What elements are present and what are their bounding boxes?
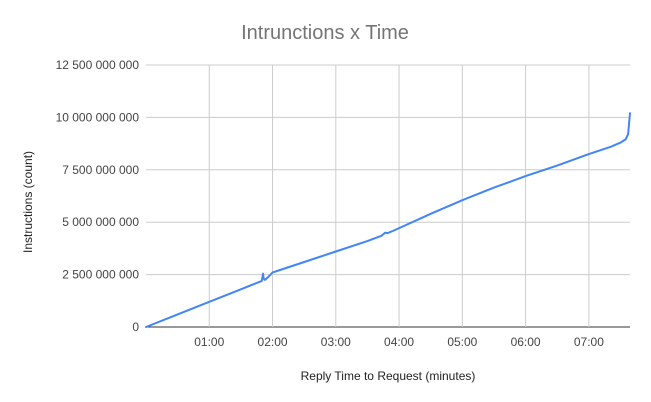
y-axis-label: Instructions (count) bbox=[21, 151, 35, 253]
series-layer bbox=[145, 112, 631, 328]
series-line bbox=[145, 112, 631, 328]
y-tick-label: 10 000 000 000 bbox=[56, 110, 140, 124]
chart-title: Intrunctions x Time bbox=[241, 22, 409, 44]
y-tick-label: 7 500 000 000 bbox=[62, 163, 139, 177]
y-tick-label: 0 bbox=[132, 320, 139, 334]
y-tick-label: 12 500 000 000 bbox=[56, 58, 140, 72]
x-tick-label: 04:00 bbox=[384, 335, 414, 349]
x-tick-label: 03:00 bbox=[321, 335, 351, 349]
x-axis-label: Reply Time to Request (minutes) bbox=[301, 369, 476, 383]
y-tick-label: 5 000 000 000 bbox=[62, 215, 139, 229]
x-axis-ticks: 01:00 02:00 03:00 04:00 05:00 06:00 07:00 bbox=[194, 335, 604, 349]
x-tick-label: 07:00 bbox=[574, 335, 604, 349]
y-axis-ticks: 0 2 500 000 000 5 000 000 000 7 500 000 000… bbox=[56, 58, 140, 334]
x-tick-label: 01:00 bbox=[194, 335, 224, 349]
x-tick-label: 05:00 bbox=[447, 335, 477, 349]
gridlines bbox=[146, 64, 630, 328]
x-tick-label: 06:00 bbox=[511, 335, 541, 349]
y-tick-label: 2 500 000 000 bbox=[62, 268, 139, 282]
x-tick-label: 02:00 bbox=[258, 335, 288, 349]
